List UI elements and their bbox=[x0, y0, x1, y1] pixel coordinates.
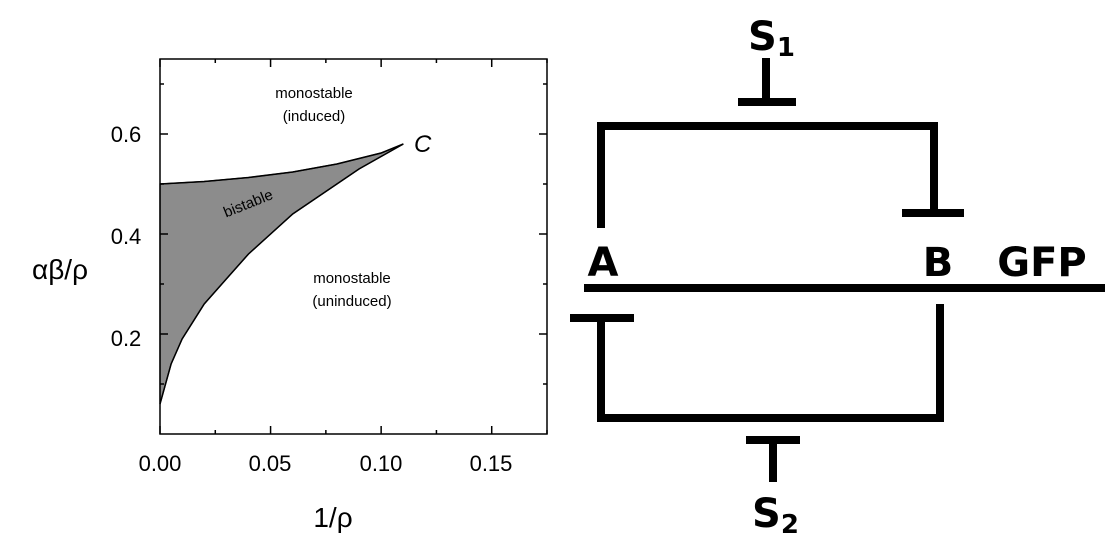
plot-frame bbox=[159, 58, 548, 435]
lower-boundary-curve bbox=[159, 143, 404, 405]
x-axis-title: 1/ρ bbox=[313, 502, 352, 533]
uninduced-label-line1: monostable bbox=[313, 270, 391, 287]
x-tick-label: 0.15 bbox=[470, 451, 513, 476]
phase-diagram: 0.2 0.4 0.6 0.00 0.05 0.10 0.15 1/ρ αβ/ρ… bbox=[32, 58, 548, 533]
x-tick-label: 0.10 bbox=[360, 451, 403, 476]
upper-repression-loop bbox=[597, 122, 938, 228]
gene-b-label: B bbox=[923, 240, 954, 286]
signal-2-label: S2 bbox=[752, 491, 799, 540]
x-tick-label: 0.05 bbox=[249, 451, 292, 476]
induced-label-line1: monostable bbox=[275, 85, 353, 102]
lower-repression-loop bbox=[597, 304, 944, 422]
gfp-label: GFP bbox=[997, 240, 1086, 286]
y-axis-title: αβ/ρ bbox=[32, 254, 88, 285]
induced-label-line2: (induced) bbox=[283, 108, 346, 125]
upper-boundary-curve bbox=[159, 143, 404, 185]
critical-point-label: C bbox=[414, 131, 432, 158]
axis-ticks bbox=[159, 59, 548, 434]
x-tick-label: 0.00 bbox=[139, 451, 182, 476]
uninduced-label-line2: (uninduced) bbox=[312, 293, 391, 310]
genetic-circuit: A B GFP S1 S2 bbox=[570, 14, 1105, 540]
y-tick-label: 0.4 bbox=[111, 224, 142, 249]
gene-a-label: A bbox=[588, 240, 619, 286]
y-tick-label: 0.6 bbox=[111, 122, 142, 147]
signal-1-label: S1 bbox=[748, 14, 795, 63]
y-tick-label: 0.2 bbox=[111, 326, 142, 351]
